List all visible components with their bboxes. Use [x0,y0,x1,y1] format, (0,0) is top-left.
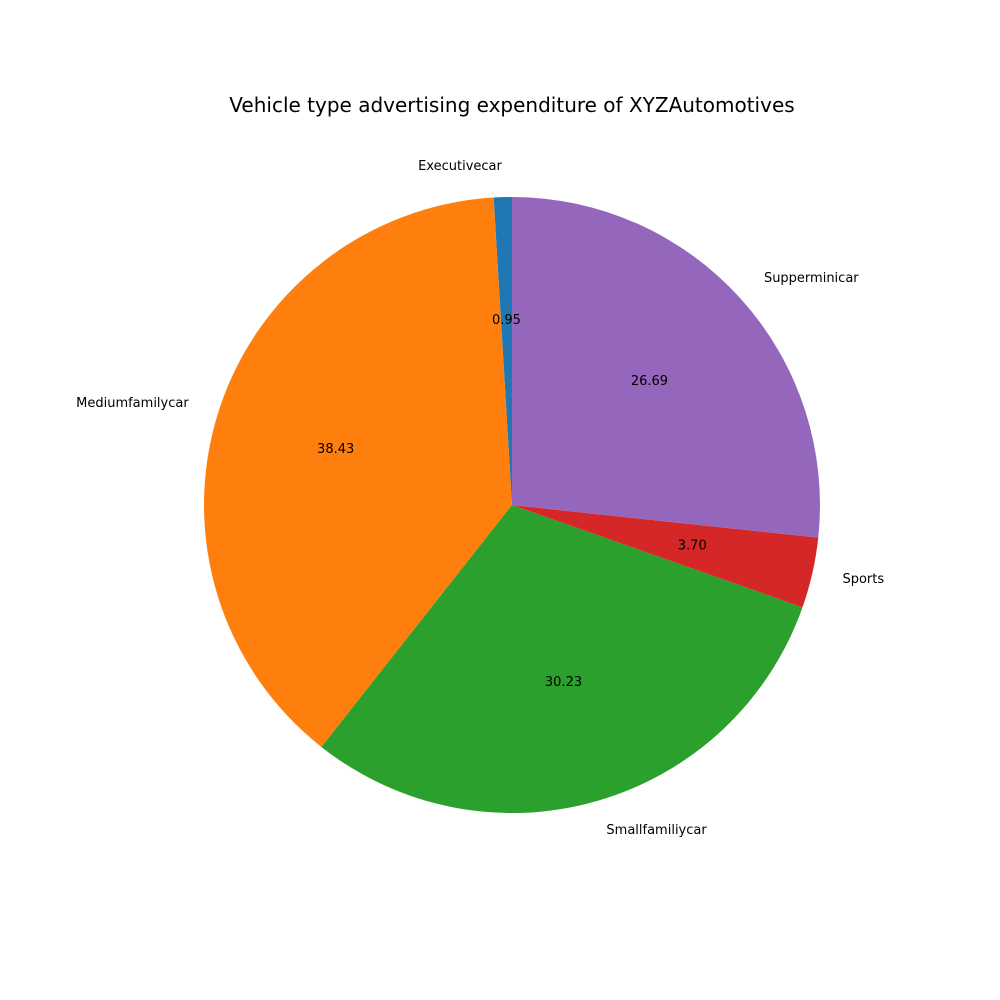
slice-value-mediumfamilycar: 38.43 [317,442,354,457]
slice-value-supperminicar: 26.69 [631,374,668,389]
pie-slice-supperminicar [512,197,820,538]
slice-value-labels: 0.95 38.43 30.23 3.70 26.69 [317,313,707,690]
slice-label-executivecar: Executivecar [418,159,502,174]
slice-value-executivecar: 0.95 [492,313,521,328]
slice-value-sports: 3.70 [678,538,707,553]
slice-label-supperminicar: Supperminicar [764,271,859,286]
slice-label-mediumfamilycar: Mediumfamilycar [76,396,189,411]
pie-slice-smallfamiliycar [321,505,803,813]
slice-value-smallfamiliycar: 30.23 [545,675,582,690]
slice-label-sports: Sports [842,572,884,587]
slice-label-smallfamiliycar: Smallfamiliycar [606,823,707,838]
pie-slice-executivecar [493,197,512,505]
pie-slice-sports [512,505,819,608]
pie-slice-mediumfamilycar [203,197,512,747]
slice-category-labels: Executivecar Mediumfamilycar Smallfamiliyc… [76,159,884,838]
chart-title: Vehicle type advertising expenditure of … [229,93,794,117]
pie-slices [203,197,820,813]
